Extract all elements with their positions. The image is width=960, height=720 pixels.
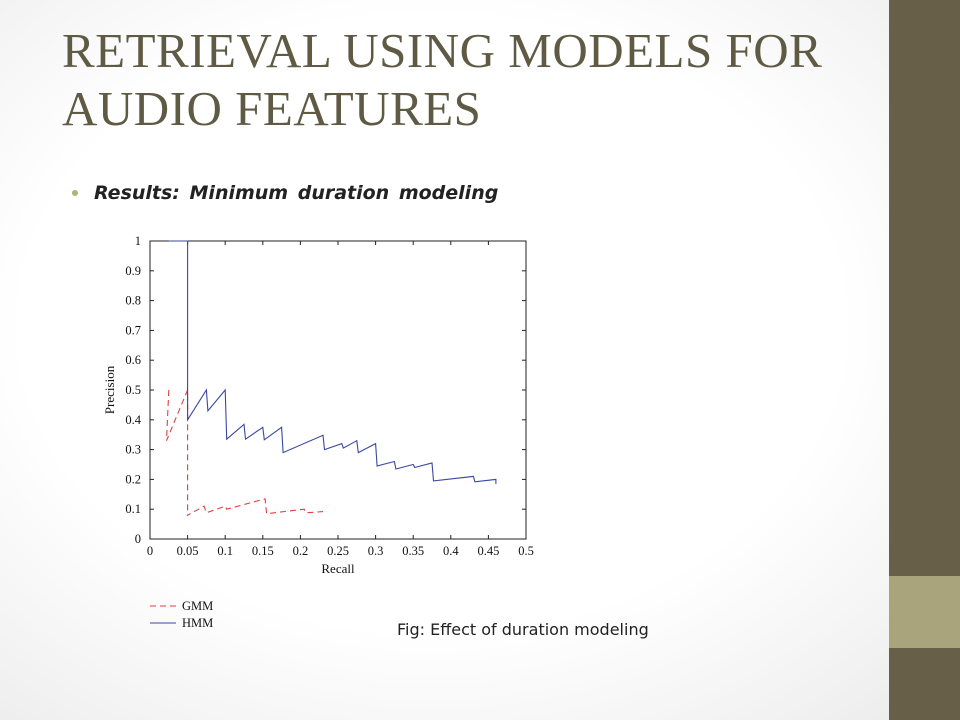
x-tick-label: 0.05 — [177, 544, 199, 558]
x-tick-label: 0.45 — [477, 544, 499, 558]
sidebar-dark-block — [889, 0, 960, 576]
sidebar-dark-block-bottom — [889, 648, 960, 720]
bullet-dot-icon — [72, 190, 78, 196]
y-tick-label: 0.8 — [125, 294, 141, 308]
x-axis-label: Recall — [321, 561, 355, 576]
sidebar-light-block — [889, 576, 960, 648]
y-tick-label: 0.1 — [125, 502, 141, 516]
y-tick-label: 0.9 — [125, 264, 141, 278]
precision-recall-chart: 0 0.05 0.1 0.15 0.2 0.25 0.3 0.35 0.4 0.45 0.5 0 0.1… — [102, 234, 534, 630]
x-tick-label: 0.35 — [402, 544, 424, 558]
figure-caption: Fig: Effect of duration modeling — [397, 620, 649, 639]
y-tick-label: 0.7 — [125, 323, 141, 337]
y-tick-label: 0 — [135, 532, 141, 546]
slide-title: RETRIEVAL USING MODELS FOR AUDIO FEATURE… — [62, 23, 823, 136]
y-tick-label: 0.5 — [125, 383, 141, 397]
x-tick-label: 0.25 — [327, 544, 349, 558]
x-tick-label: 0.5 — [518, 544, 534, 558]
x-tick-label: 0.2 — [293, 544, 309, 558]
x-tick-label: 0 — [147, 544, 153, 558]
x-tick-label: 0.4 — [443, 544, 459, 558]
y-tick-label: 0.4 — [125, 413, 141, 427]
y-tick-label: 0.2 — [125, 472, 141, 486]
bullet-text: Results: Minimum duration modeling — [94, 182, 499, 204]
y-tick-label: 0.3 — [125, 443, 141, 457]
sidebar-decoration — [889, 0, 960, 720]
y-axis-label: Precision — [102, 365, 117, 414]
series-line-gmm — [165, 389, 324, 517]
y-tick-label: 1 — [135, 234, 141, 248]
legend-label-gmm: GMM — [182, 599, 213, 613]
series-line-hmm — [168, 240, 497, 484]
x-tick-label: 0.3 — [368, 544, 384, 558]
legend-label-hmm: HMM — [182, 616, 213, 630]
y-tick-label: 0.6 — [125, 353, 141, 367]
bullet-item: Results: Minimum duration modeling — [72, 178, 498, 208]
x-tick-label: 0.1 — [217, 544, 233, 558]
x-tick-label: 0.15 — [252, 544, 274, 558]
